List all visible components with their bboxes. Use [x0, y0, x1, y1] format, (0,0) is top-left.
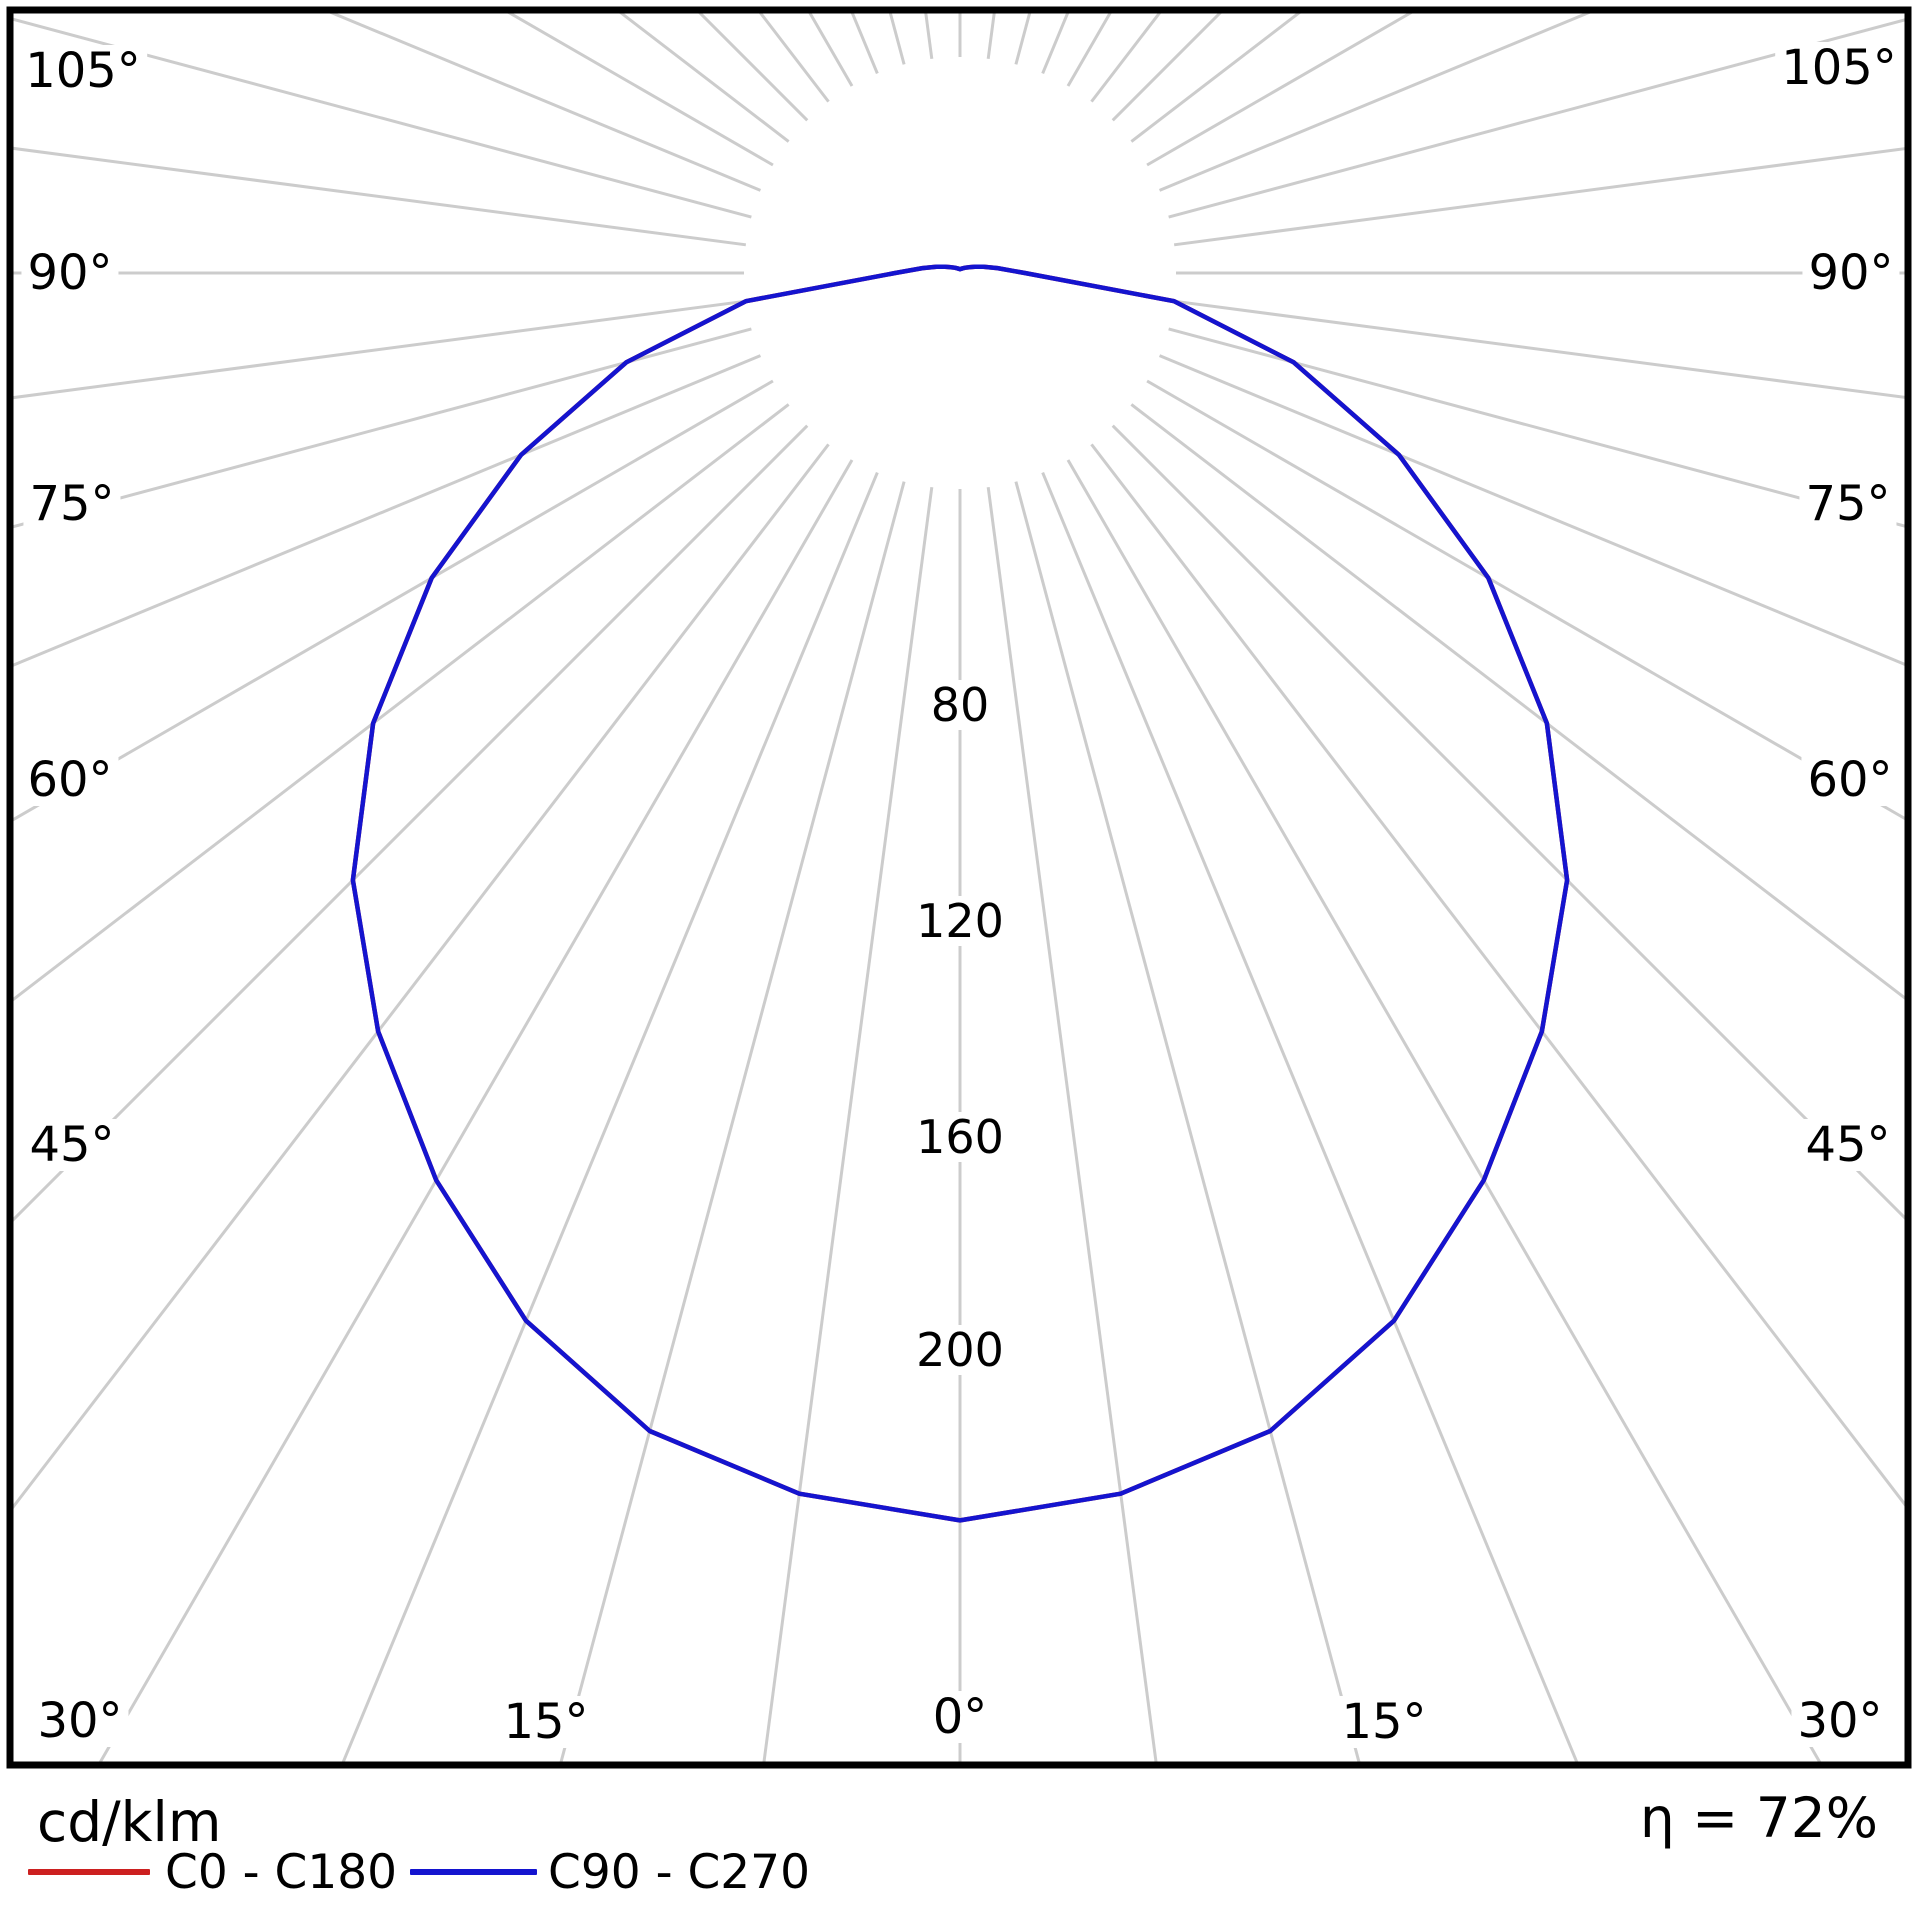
angle-label-3-60: 60°	[21, 754, 119, 806]
grid-ray-37.5	[1090, 443, 1908, 1511]
radial-label-200: 200	[907, 1325, 1013, 1375]
grid-ray-75	[1168, 327, 1908, 529]
c0-c180-line-swatch	[28, 1869, 150, 1875]
grid-ray-30	[1066, 459, 1824, 1765]
grid-ray-300	[10, 379, 774, 824]
grid-ray-45	[1111, 424, 1908, 1224]
grid-ray-337.5	[340, 471, 879, 1765]
grid-ray-52.5	[1130, 403, 1908, 1003]
grid-ray-255	[10, 16, 752, 219]
angle-label-7-0: 0°	[926, 1691, 994, 1743]
grid-ray-112.5	[1158, 10, 1599, 192]
angle-label-8-15: 15°	[1335, 1696, 1433, 1748]
grid-ray-322.5	[10, 443, 830, 1514]
grid-ray-22.5	[1041, 471, 1580, 1765]
grid-ray-60	[1146, 379, 1908, 823]
angle-label-12-75: 75°	[1799, 478, 1897, 530]
grid-ray-105	[1168, 17, 1908, 219]
angle-label-11-60: 60°	[1801, 754, 1899, 806]
angle-label-6-15: 15°	[497, 1696, 595, 1748]
radial-label-80: 80	[921, 680, 999, 730]
legend-label-c0-c180: C0 - C180	[165, 1845, 398, 1900]
angle-label-5-30: 30°	[31, 1695, 129, 1747]
grid-ray-82.5	[1173, 299, 1908, 400]
angle-label-4-45: 45°	[23, 1119, 121, 1171]
legend-label-c90-c270: C90 - C270	[548, 1845, 810, 1900]
grid-ray-7.5	[986, 486, 1158, 1765]
angle-label-2-75: 75°	[23, 478, 121, 530]
grid-ray-262.5	[10, 146, 747, 247]
angle-label-1-90: 90°	[21, 247, 119, 299]
radial-label-160: 160	[907, 1112, 1013, 1162]
grid-ray-330	[96, 459, 854, 1765]
radial-label-120: 120	[907, 896, 1013, 946]
grid-ray-97.5	[1173, 146, 1908, 247]
angle-label-10-45: 45°	[1799, 1119, 1897, 1171]
grid-ray-307.5	[10, 403, 790, 1004]
grid-ray-352.5	[762, 486, 934, 1765]
c90-c270-line-swatch	[410, 1869, 537, 1875]
angle-label-9-30: 30°	[1791, 1695, 1889, 1747]
curve-c90-c270	[350, 264, 1570, 1523]
units-label: cd/klm	[37, 1790, 222, 1854]
grid-ray-292.5	[10, 354, 762, 669]
grid-ray-285	[10, 327, 752, 530]
angle-label-0-105: 105°	[19, 45, 147, 97]
angle-label-14-105: 105°	[1775, 42, 1903, 94]
angle-label-13-90: 90°	[1802, 247, 1900, 299]
grid-ray-345	[558, 481, 906, 1765]
grid-ray-277.5	[10, 299, 747, 400]
legend: C0 - C180 C90 - C270	[0, 1845, 1920, 1905]
grid-ray-15	[1014, 481, 1362, 1765]
grid-ray-315	[10, 424, 809, 1226]
grid-ray-247.5	[321, 10, 762, 192]
plot-border	[6, 6, 1912, 1769]
efficiency-label: η = 72%	[1639, 1786, 1878, 1850]
grid-ray-67.5	[1158, 354, 1908, 668]
